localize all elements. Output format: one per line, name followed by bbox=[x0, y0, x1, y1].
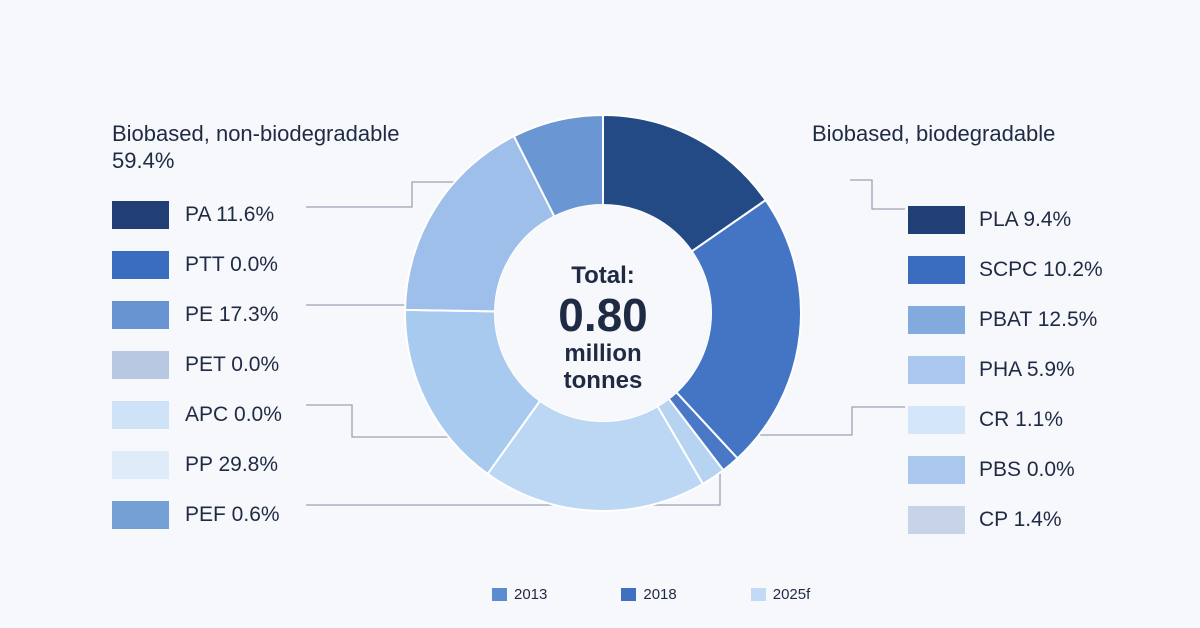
connector-pef bbox=[306, 460, 721, 506]
center-total-value: 0.80 bbox=[558, 289, 648, 341]
connector-cr bbox=[760, 406, 905, 436]
center-unit-line2: tonnes bbox=[564, 367, 643, 394]
left-group-share: 59.4% bbox=[112, 148, 175, 173]
year-legend-label: 2025f bbox=[772, 586, 811, 603]
right-legend-label: PBS 0.0% bbox=[979, 458, 1075, 481]
donut-hole bbox=[495, 205, 711, 421]
right-legend-swatch bbox=[908, 406, 965, 434]
right-legend-swatch bbox=[908, 206, 965, 234]
left-legend-item: PP 29.8% bbox=[112, 440, 282, 490]
right-legend-label: PHA 5.9% bbox=[979, 358, 1075, 381]
left-legend-item: PTT 0.0% bbox=[112, 240, 282, 290]
year-legend-item: 2025f bbox=[750, 586, 811, 603]
left-legend-swatch bbox=[112, 451, 169, 479]
right-legend-label: CP 1.4% bbox=[979, 508, 1062, 531]
year-legend-label: 2013 bbox=[514, 586, 548, 603]
left-legend-item: APC 0.0% bbox=[112, 390, 282, 440]
right-legend-label: PLA 9.4% bbox=[979, 208, 1072, 231]
left-legend-item: PET 0.0% bbox=[112, 340, 282, 390]
right-legend-item: PBS 0.0% bbox=[908, 445, 1103, 495]
left-legend-label: PE 17.3% bbox=[185, 303, 279, 326]
left-legend-swatch bbox=[112, 301, 169, 329]
right-legend-label: PBAT 12.5% bbox=[979, 308, 1098, 331]
right-legend-swatch bbox=[908, 306, 965, 334]
left-legend-label: PTT 0.0% bbox=[185, 253, 278, 276]
connector-pe bbox=[306, 304, 407, 330]
year-legend-swatch bbox=[492, 588, 507, 601]
left-legend-label: APC 0.0% bbox=[185, 403, 282, 426]
left-legend-swatch bbox=[112, 401, 169, 429]
left-group-heading: Biobased, non-biodegradable 59.4% bbox=[112, 120, 532, 174]
center-total-label: Total: bbox=[571, 262, 635, 289]
left-group-title: Biobased, non-biodegradable bbox=[112, 121, 400, 146]
left-legend: PA 11.6% PTT 0.0% PE 17.3% PET 0.0% APC 0.0%… bbox=[112, 190, 282, 540]
left-legend-label: PET 0.0% bbox=[185, 353, 280, 376]
left-legend-label: PP 29.8% bbox=[185, 453, 279, 476]
left-legend-item: PA 11.6% bbox=[112, 190, 282, 240]
year-legend-swatch bbox=[621, 588, 637, 601]
left-legend-item: PEF 0.6% bbox=[112, 490, 282, 540]
right-legend-item: PHA 5.9% bbox=[908, 345, 1103, 395]
year-legend-item: 2018 bbox=[621, 586, 677, 603]
year-legend-swatch bbox=[750, 588, 766, 601]
year-legend: 2013 2018 2025f bbox=[492, 586, 810, 603]
left-legend-label: PA 11.6% bbox=[185, 203, 275, 226]
connector-pla bbox=[850, 179, 905, 210]
right-legend-label: CR 1.1% bbox=[979, 408, 1064, 431]
right-legend-item: PBAT 12.5% bbox=[908, 295, 1103, 345]
right-legend-item: CR 1.1% bbox=[908, 395, 1103, 445]
center-unit-line1: million bbox=[564, 340, 641, 367]
year-legend-label: 2018 bbox=[643, 586, 677, 603]
right-legend-item: PLA 9.4% bbox=[908, 195, 1103, 245]
right-legend-swatch bbox=[908, 256, 965, 284]
left-legend-swatch bbox=[112, 201, 169, 229]
right-legend-item: SCPC 10.2% bbox=[908, 245, 1103, 295]
left-legend-swatch bbox=[112, 351, 169, 379]
left-legend-swatch bbox=[112, 251, 169, 279]
left-legend-swatch bbox=[112, 501, 169, 529]
right-legend: PLA 9.4% SCPC 10.2% PBAT 12.5% PHA 5.9% CR 1… bbox=[908, 195, 1103, 545]
right-legend-swatch bbox=[908, 506, 965, 534]
right-legend-item: CP 1.4% bbox=[908, 495, 1103, 545]
right-legend-swatch bbox=[908, 356, 965, 384]
right-legend-label: SCPC 10.2% bbox=[979, 258, 1103, 281]
connector-apc bbox=[306, 404, 452, 438]
right-group-title: Biobased, biodegradable bbox=[812, 121, 1056, 146]
right-group-heading: Biobased, biodegradable bbox=[812, 120, 1172, 147]
left-legend-label: PEF 0.6% bbox=[185, 503, 280, 526]
left-legend-item: PE 17.3% bbox=[112, 290, 282, 340]
right-legend-swatch bbox=[908, 456, 965, 484]
year-legend-item: 2013 bbox=[492, 586, 547, 603]
